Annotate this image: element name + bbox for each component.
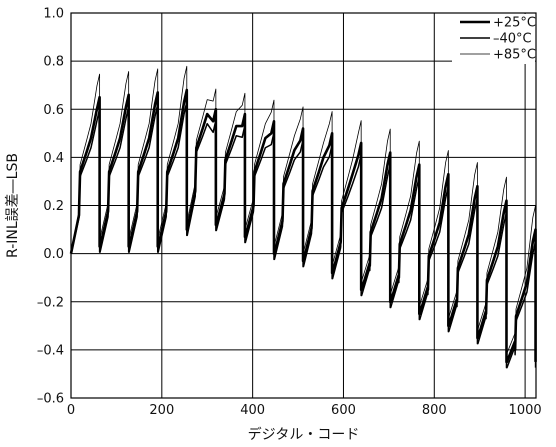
y-tick-label: –0.4 — [37, 343, 64, 358]
series-layer — [69, 65, 537, 369]
x-tick-label: 200 — [149, 403, 174, 418]
legend-label: +85°C — [493, 48, 536, 63]
x-tick-label: 0 — [67, 403, 75, 418]
y-tick-label: 1.0 — [43, 7, 64, 22]
x-tick-label: 600 — [331, 403, 356, 418]
x-axis-title: デジタル・コード — [248, 426, 360, 443]
y-tick-label: 0.0 — [43, 247, 64, 262]
series-line — [70, 101, 537, 369]
legend-label: –40°C — [493, 32, 532, 47]
x-tick-label: 1000 — [509, 403, 542, 418]
legend: +25°C–40°C+85°C — [452, 14, 536, 64]
y-tick-label: 0.4 — [43, 151, 64, 166]
x-tick-label: 800 — [422, 403, 447, 418]
y-tick-label: 0.6 — [43, 103, 64, 118]
y-axis-title: R-INL誤差―LSB — [5, 153, 21, 258]
tick-labels: 0 200 400 600 800 1000 1.0 0.8 0.6 0.4 0.2 0.0 –0.2 –… — [37, 7, 542, 419]
y-tick-label: 0.8 — [43, 55, 64, 70]
plot-frame — [70, 12, 537, 399]
series-line — [70, 65, 536, 354]
y-tick-label: –0.6 — [37, 392, 64, 407]
y-tick-label: 0.2 — [43, 199, 64, 214]
y-tick-label: –0.2 — [37, 295, 64, 310]
x-tick-label: 400 — [240, 403, 265, 418]
legend-label: +25°C — [493, 16, 536, 31]
